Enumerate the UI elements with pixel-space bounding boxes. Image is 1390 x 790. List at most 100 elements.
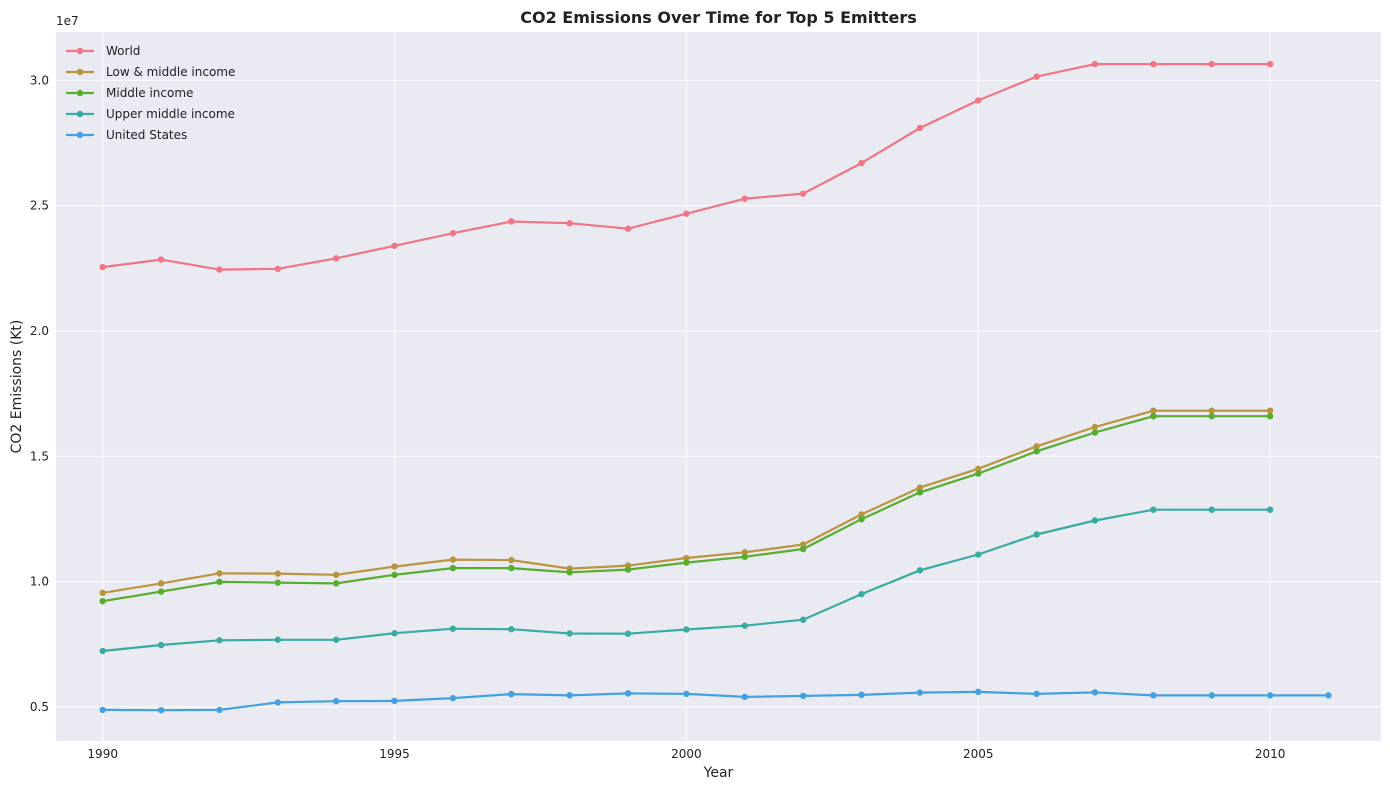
y-axis-offset-label: 1e7 [56, 14, 79, 28]
y-tick-label: 2.5 [30, 199, 49, 213]
legend-item: United States [66, 128, 187, 142]
data-point [683, 626, 690, 633]
data-point [274, 636, 282, 643]
data-point [1266, 506, 1274, 513]
legend-marker [76, 110, 84, 118]
data-point [157, 256, 165, 263]
legend-item: Middle income [66, 86, 193, 100]
data-point [799, 616, 807, 623]
data-point [332, 636, 340, 643]
y-tick-label: 1.0 [30, 575, 49, 589]
data-point [216, 578, 223, 586]
data-point [157, 706, 165, 714]
series-layer [99, 60, 1332, 714]
data-point [1208, 60, 1215, 68]
data-point [858, 590, 865, 598]
data-point [449, 564, 457, 572]
data-point [508, 556, 515, 564]
y-tick-label: 0.5 [30, 700, 49, 714]
data-point [566, 630, 573, 637]
data-point [99, 263, 106, 271]
series-low-middle-income [99, 407, 1274, 597]
data-point [1033, 531, 1040, 538]
chart-title: CO2 Emissions Over Time for Top 5 Emitte… [520, 8, 917, 27]
data-point [391, 242, 398, 249]
data-point [1033, 448, 1040, 455]
data-point [1325, 692, 1332, 699]
y-tick-labels: 0.5 1.0 1.5 2.0 2.5 3.0 [30, 73, 49, 714]
data-point [741, 553, 748, 560]
data-point [741, 693, 748, 701]
data-point [332, 571, 340, 579]
data-point [858, 159, 865, 167]
data-point [683, 210, 690, 217]
legend-label: Middle income [106, 86, 193, 100]
data-point [683, 559, 690, 566]
data-point [624, 225, 632, 232]
data-point [1091, 429, 1099, 436]
data-point [391, 697, 398, 705]
data-point [508, 564, 515, 572]
data-point [975, 97, 982, 104]
data-point [858, 691, 865, 699]
data-point [332, 255, 340, 262]
data-point [449, 694, 457, 702]
data-point [683, 554, 690, 562]
data-point [916, 489, 924, 496]
data-point [99, 647, 106, 655]
data-point [508, 626, 515, 633]
x-tick-label: 2005 [963, 747, 994, 761]
data-point [683, 690, 690, 698]
data-point [624, 566, 632, 573]
data-point [741, 622, 748, 629]
legend: World Low & middle income Middle income Upp… [66, 44, 235, 142]
data-point [99, 706, 106, 714]
x-tick-label: 2010 [1255, 747, 1286, 761]
data-point [216, 706, 223, 714]
data-point [916, 689, 924, 696]
data-point [449, 230, 457, 237]
data-point [1208, 506, 1215, 513]
y-axis-label: CO2 Emissions (Kt) [9, 320, 25, 454]
legend-marker [76, 47, 84, 55]
x-tick-label: 1990 [87, 747, 118, 761]
data-point [1208, 692, 1215, 699]
data-point [624, 630, 632, 637]
legend-item: Low & middle income [66, 65, 235, 79]
data-point [216, 266, 223, 273]
data-point [975, 470, 982, 477]
data-point [508, 690, 515, 698]
data-point [99, 589, 106, 597]
legend-marker [76, 131, 84, 139]
legend-marker [76, 89, 84, 97]
data-point [799, 545, 807, 553]
data-point [975, 551, 982, 558]
legend-label: World [106, 44, 140, 58]
data-point [1033, 443, 1040, 450]
data-point [1208, 412, 1215, 420]
data-point [1150, 506, 1157, 513]
series-line [102, 690, 1329, 712]
data-point [1091, 689, 1099, 696]
data-point [157, 641, 165, 649]
series-middle-income [99, 412, 1274, 605]
data-point [1266, 407, 1274, 414]
data-point [741, 549, 748, 556]
data-point [1091, 517, 1099, 524]
data-point [391, 630, 398, 637]
data-point [1033, 690, 1040, 698]
data-point [1266, 60, 1274, 68]
data-point [216, 570, 223, 577]
data-point [391, 563, 398, 570]
x-axis-label: Year [703, 765, 734, 781]
data-point [449, 625, 457, 632]
series-world [99, 60, 1274, 273]
data-point [1033, 73, 1040, 80]
data-point [566, 220, 573, 227]
data-point [1208, 407, 1215, 414]
data-point [624, 690, 632, 697]
data-point [332, 580, 340, 587]
data-point [916, 124, 924, 132]
